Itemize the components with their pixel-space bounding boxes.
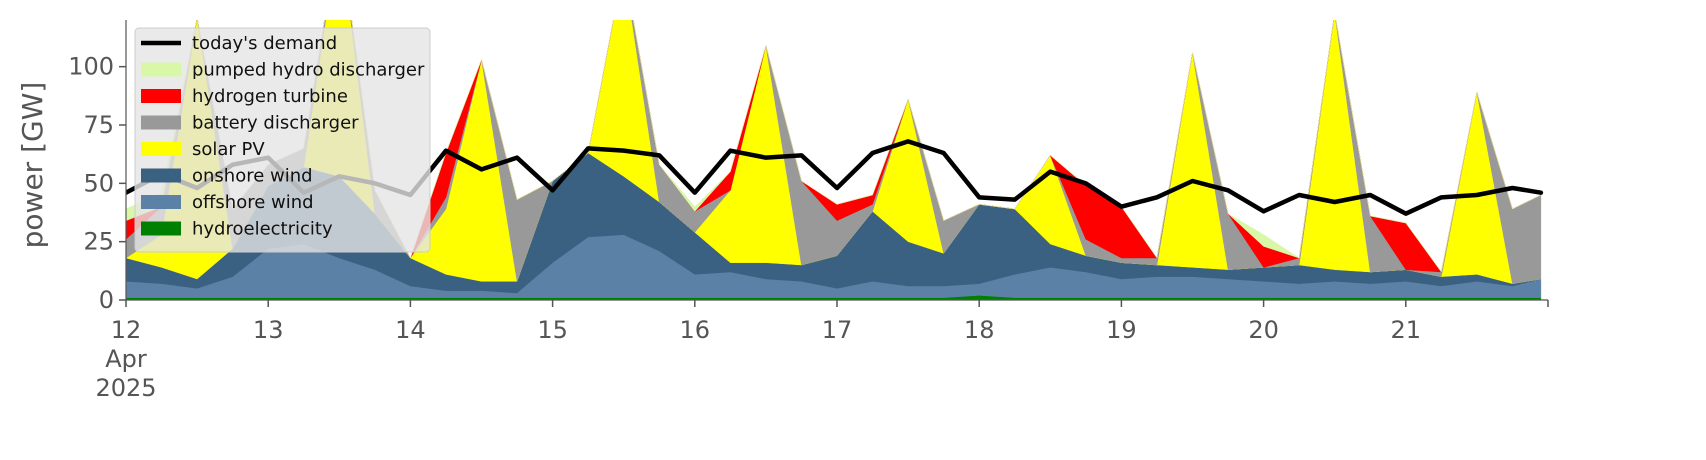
- legend-swatch-battery-discharger: [141, 115, 181, 130]
- x-tick-label: 20: [1248, 316, 1279, 344]
- legend-label-hydrogen-turbine: hydrogen turbine: [192, 86, 348, 107]
- legend-label-onshore-wind: onshore wind: [192, 166, 313, 187]
- area-layer: [126, 20, 1542, 300]
- x-tick-label: 18: [964, 316, 995, 344]
- legend-swatch-solar-pv: [141, 142, 181, 156]
- y-tick-label: 75: [83, 111, 114, 139]
- y-axis-label: power [GW]: [16, 82, 49, 249]
- legend-label-solar-pv: solar PV: [192, 139, 265, 160]
- legend-label-battery-discharger: battery discharger: [192, 113, 359, 134]
- x-tick-label: 21: [1391, 316, 1422, 344]
- legend: today's demand pumped hydro discharger hyd…: [134, 27, 431, 253]
- legend-box: [134, 27, 431, 253]
- x-tick-label: 14: [395, 316, 426, 344]
- legend-swatch-hydrogen-turbine: [141, 89, 181, 103]
- legend-label-today-s-demand: today's demand: [192, 33, 337, 54]
- x-tick-label: 16: [680, 316, 711, 344]
- y-tick-label: 0: [99, 286, 114, 314]
- legend-swatch-pumped-hydro-discharger: [141, 62, 181, 77]
- legend-swatch-offshore-wind: [141, 195, 181, 209]
- x-tick-label: 12 Apr 2025: [95, 316, 156, 402]
- x-tick-label: 19: [1106, 316, 1137, 344]
- axes: 0 25 50 75 100 12 Apr 2025 13 14 15 16 17 18 19 20 21: [68, 20, 1549, 402]
- y-tick-label: 25: [83, 228, 114, 256]
- legend-label-pumped-hydro-discharger: pumped hydro discharger: [192, 60, 425, 81]
- legend-label-hydroelectricity: hydroelectricity: [192, 219, 333, 240]
- x-tick-label: 17: [822, 316, 853, 344]
- legend-swatch-onshore-wind: [141, 168, 181, 183]
- y-tick-label: 50: [83, 169, 114, 197]
- legend-swatch-hydroelectricity: [141, 221, 181, 236]
- y-tick-label: 100: [68, 53, 114, 81]
- legend-label-offshore-wind: offshore wind: [192, 192, 314, 213]
- x-tick-label: 13: [253, 316, 284, 344]
- x-tick-label: 15: [537, 316, 568, 344]
